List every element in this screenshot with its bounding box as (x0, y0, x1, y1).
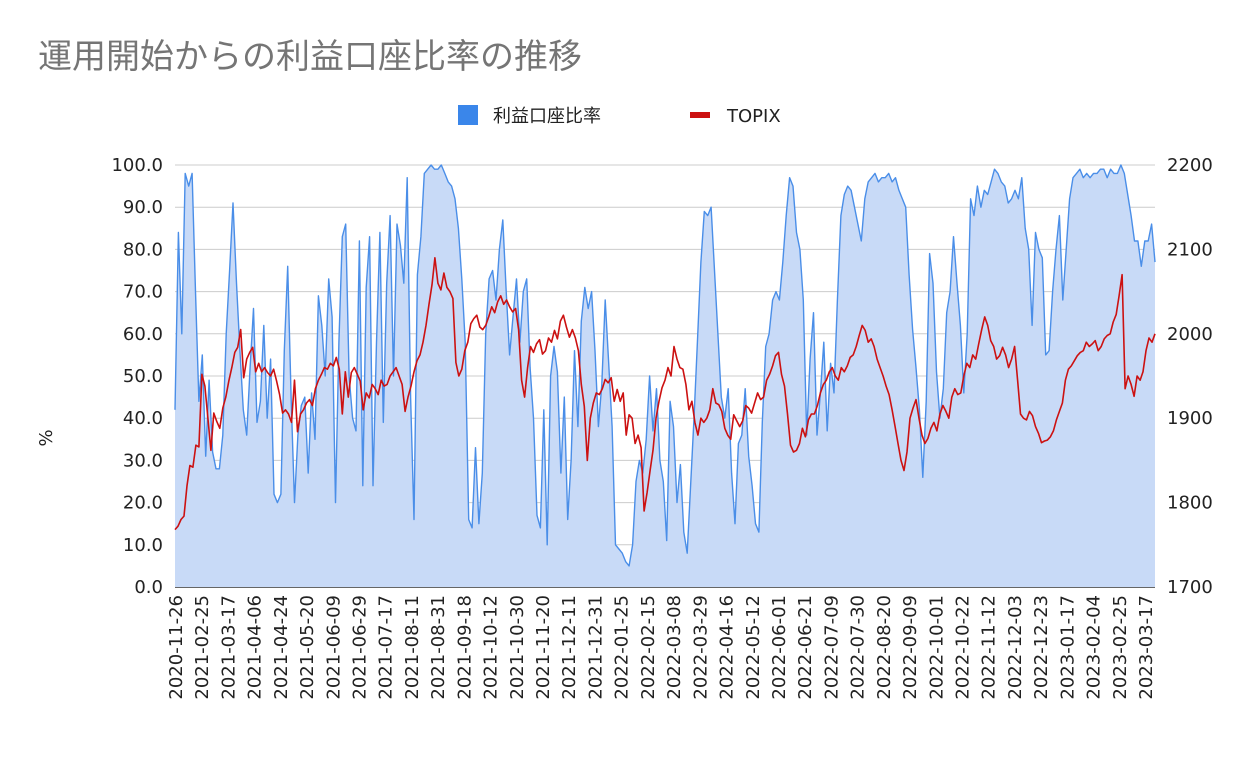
x-tick-label: 2021-03-17 (218, 595, 239, 700)
x-tick-label: 2021-12-31 (585, 595, 606, 700)
x-tick-label: 2022-09-09 (900, 595, 921, 700)
y-tick-label: 100.0 (111, 155, 163, 176)
legend-swatch-profit-ratio (458, 105, 478, 125)
y-axis-right: 2200 2100 2000 1900 1800 1700 (1167, 155, 1213, 598)
y-tick-label: 70.0 (123, 282, 163, 303)
y2-tick-label: 2000 (1167, 324, 1213, 345)
x-tick-label: 2022-10-22 (952, 595, 973, 700)
legend-label-profit-ratio: 利益口座比率 (493, 106, 601, 127)
x-tick-label: 2021-02-25 (192, 595, 213, 700)
y-axis-label: % (36, 429, 57, 446)
x-tick-label: 2021-04-06 (245, 595, 266, 700)
x-tick-label: 2021-08-11 (402, 595, 423, 700)
y-tick-label: 60.0 (123, 324, 163, 345)
x-tick-label: 2022-11-12 (979, 595, 1000, 700)
x-tick-label: 2023-02-04 (1084, 595, 1105, 700)
x-tick-label: 2021-11-20 (533, 595, 554, 700)
x-tick-label: 2022-01-25 (612, 595, 633, 700)
x-tick-label: 2021-08-31 (428, 595, 449, 700)
x-tick-label: 2021-12-11 (559, 595, 580, 700)
x-tick-label: 2021-06-09 (323, 595, 344, 700)
legend-swatch-topix (690, 112, 710, 118)
x-tick-label: 2021-09-18 (454, 595, 475, 700)
x-tick-label: 2022-06-21 (795, 595, 816, 700)
y2-tick-label: 1700 (1167, 577, 1213, 598)
x-tick-label: 2021-05-20 (297, 595, 318, 700)
x-tick-label: 2023-02-25 (1110, 595, 1131, 700)
y2-tick-label: 1800 (1167, 493, 1213, 514)
x-tick-label: 2021-10-30 (507, 595, 528, 700)
legend-label-topix: TOPIX (726, 106, 781, 127)
y-tick-label: 80.0 (123, 239, 163, 260)
y-tick-label: 50.0 (123, 366, 163, 387)
x-tick-label: 2022-03-29 (690, 595, 711, 700)
y2-tick-label: 2200 (1167, 155, 1213, 176)
y-tick-label: 30.0 (123, 450, 163, 471)
x-tick-label: 2020-11-26 (166, 595, 187, 700)
x-tick-label: 2022-06-01 (769, 595, 790, 700)
x-axis: 2020-11-26 2021-02-25 2021-03-17 2021-04-06… (166, 595, 1157, 700)
profit-ratio-area (175, 165, 1155, 587)
topix-line (174, 257, 1156, 531)
x-tick-label: 2021-06-29 (350, 595, 371, 700)
x-tick-label: 2022-12-03 (1005, 595, 1026, 700)
x-tick-label: 2022-08-20 (874, 595, 895, 700)
y2-tick-label: 1900 (1167, 408, 1213, 429)
x-tick-label: 2021-07-17 (376, 595, 397, 700)
y2-tick-label: 2100 (1167, 239, 1213, 260)
y-axis-left: 100.0 90.0 80.0 70.0 60.0 50.0 40.0 30.0 20.0 10.… (111, 155, 163, 598)
x-tick-label: 2023-01-17 (1057, 595, 1078, 700)
y-tick-label: 20.0 (123, 493, 163, 514)
x-tick-label: 2021-04-24 (271, 595, 292, 700)
x-tick-label: 2022-05-12 (743, 595, 764, 700)
chart-title: 運用開始からの利益口座比率の推移 (38, 37, 582, 77)
profit-ratio-line (174, 164, 1156, 567)
legend: 利益口座比率 TOPIX (458, 105, 781, 127)
x-tick-label: 2022-07-30 (848, 595, 869, 700)
plot-area (174, 164, 1156, 587)
x-tick-label: 2022-04-16 (717, 595, 738, 700)
x-tick-label: 2022-02-15 (638, 595, 659, 700)
x-tick-label: 2022-12-23 (1031, 595, 1052, 700)
y-tick-label: 10.0 (123, 535, 163, 556)
x-tick-label: 2022-07-09 (821, 595, 842, 700)
y-tick-label: 90.0 (123, 197, 163, 218)
x-tick-label: 2023-03-17 (1136, 595, 1157, 700)
x-tick-label: 2021-10-12 (481, 595, 502, 700)
x-tick-label: 2022-10-01 (926, 595, 947, 700)
y-tick-label: 40.0 (123, 408, 163, 429)
x-tick-label: 2022-03-08 (664, 595, 685, 700)
y-tick-label: 0.0 (134, 577, 163, 598)
